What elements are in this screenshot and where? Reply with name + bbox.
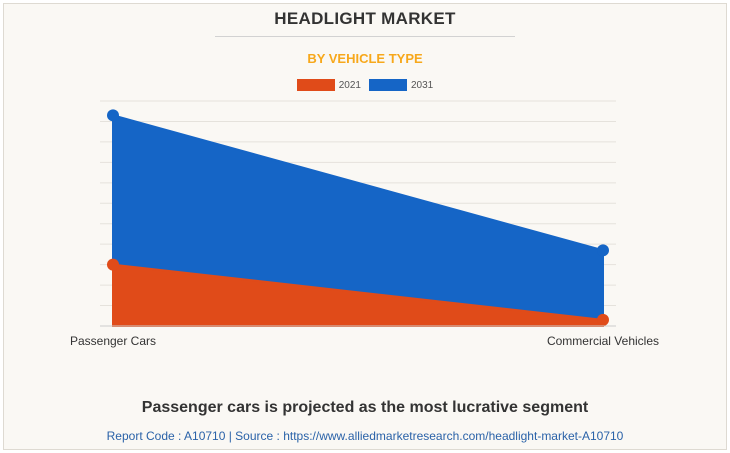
chart-subtitle: BY VEHICLE TYPE — [307, 51, 423, 66]
legend-label-2021: 2021 — [338, 79, 361, 91]
chart-legend: 2021 2031 — [0, 79, 730, 91]
legend-item-2031[interactable]: 2031 — [369, 79, 433, 91]
source-line: Report Code : A10710 | Source : https://… — [106, 429, 624, 443]
legend-swatch-2031 — [369, 79, 407, 91]
title-divider — [215, 36, 515, 37]
legend-swatch-2021 — [296, 79, 335, 91]
x-tick-label: Commercial Vehicles — [547, 334, 659, 348]
x-tick-label: Passenger Cars — [70, 334, 156, 348]
data-point-2021 — [107, 258, 119, 271]
chart-title: HEADLIGHT MARKET — [274, 9, 456, 28]
chart-headline: Passenger cars is projected as the most … — [141, 399, 589, 416]
data-point-2021 — [597, 313, 609, 326]
data-point-2031 — [107, 109, 119, 122]
data-point-2031 — [597, 244, 609, 257]
legend-label-2031: 2031 — [411, 79, 434, 91]
legend-item-2021[interactable]: 2021 — [296, 79, 361, 91]
